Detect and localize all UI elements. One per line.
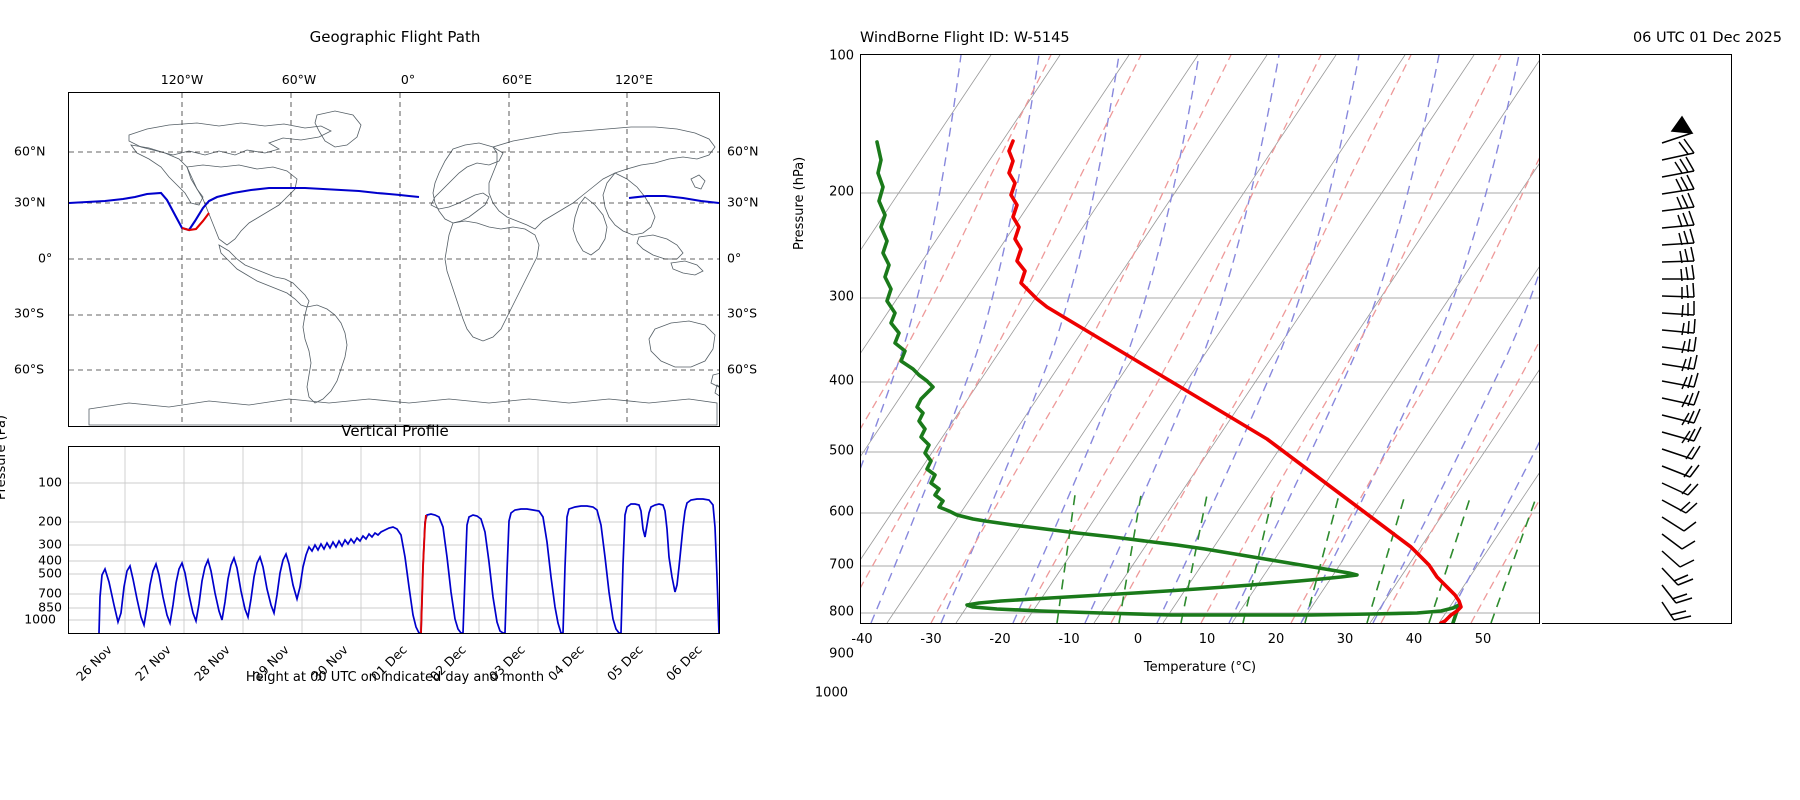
vp-ytick-1: 200 — [38, 513, 62, 529]
vertical-profile-panel: Vertical Profile Pressure (Pa) 100 200 3… — [0, 415, 790, 800]
skewt-valid-time: 06 UTC 01 Dec 2025 — [1632, 30, 1782, 46]
skewt-plot-area — [860, 54, 1540, 624]
vertical-profile-title: Vertical Profile — [341, 422, 449, 440]
skewt-ttick-0: -40 — [851, 632, 873, 647]
skewt-xlabel: Temperature (°C) — [1143, 660, 1257, 675]
map-lat-tick-left-3: 30°S — [14, 305, 45, 321]
skewt-ptick-2: 300 — [829, 289, 854, 305]
skewt-dry-adiabats — [861, 55, 1539, 623]
vertical-profile-xlabel: Height at 00 UTC on indicated day and mo… — [245, 670, 545, 685]
skewt-flight-id: WindBorne Flight ID: W-5145 — [860, 30, 1070, 46]
skewt-panel: WindBorne Flight ID: W-5145 06 UTC 01 De… — [792, 20, 1800, 800]
map-plot-area — [68, 92, 720, 427]
vp-ytick-3: 400 — [38, 552, 62, 568]
wind-barbs-svg — [1661, 115, 1702, 621]
skewt-ptick-5: 600 — [829, 504, 854, 520]
map-lon-tick-top-2: 0° — [400, 72, 416, 87]
skewt-ttick-2: -20 — [989, 632, 1011, 647]
map-lat-tick-left-1: 30°N — [14, 194, 46, 210]
map-title: Geographic Flight Path — [309, 28, 481, 46]
map-graticule — [69, 93, 719, 426]
skewt-ttick-5: 10 — [1198, 632, 1216, 647]
skewt-ttick-6: 20 — [1267, 632, 1285, 647]
map-lat-tick-right-2: 0° — [727, 250, 742, 266]
skewt-ptick-8: 900 — [829, 646, 854, 662]
skewt-ttick-9: 50 — [1474, 632, 1492, 647]
skewt-moist-adiabats — [861, 55, 1539, 623]
map-lat-tick-left-4: 60°S — [14, 361, 45, 377]
skewt-ttick-3: -10 — [1058, 632, 1080, 647]
map-lat-tick-right-4: 60°S — [727, 361, 758, 377]
map-lon-tick-top-3: 60°E — [501, 72, 533, 87]
vertical-profile-plot-area — [68, 446, 720, 634]
map-lat-tick-left-0: 60°N — [14, 143, 46, 159]
coastlines — [88, 110, 719, 426]
flight-track-line — [69, 186, 719, 232]
vp-ytick-5: 700 — [38, 585, 62, 601]
skewt-ptick-1: 200 — [829, 184, 854, 200]
skewt-wind-barb-column — [1542, 54, 1732, 624]
flight-track-recent — [181, 212, 210, 232]
skewt-ttick-8: 40 — [1405, 632, 1423, 647]
skewt-dewpoint-profile — [875, 140, 1461, 623]
vp-ytick-2: 300 — [38, 536, 62, 552]
world-map-svg — [69, 93, 719, 426]
skewt-ptick-3: 400 — [829, 373, 854, 389]
skewt-ptick-0: 100 — [829, 48, 854, 64]
skewt-svg — [861, 55, 1539, 623]
skewt-ylabel: Pressure (hPa) — [792, 156, 807, 250]
vertical-profile-svg — [69, 447, 719, 633]
map-lon-tick-top-1: 60°W — [281, 72, 317, 87]
skewt-ptick-7: 800 — [829, 604, 854, 620]
vp-gridlines — [69, 447, 719, 633]
vp-recent-trace — [420, 514, 427, 633]
map-lat-tick-right-1: 30°N — [727, 194, 759, 210]
geographic-flight-path-panel: Geographic Flight Path 120°W 60°W 0° 60°… — [0, 20, 790, 430]
skewt-mixing-ratio-lines — [1056, 494, 1538, 623]
map-lon-tick-top-0: 120°W — [160, 72, 204, 87]
skewt-ttick-7: 30 — [1336, 632, 1354, 647]
map-lat-tick-right-3: 30°S — [727, 305, 758, 321]
skewt-ptick-4: 500 — [829, 443, 854, 459]
skewt-ptick-9: 1000 — [814, 685, 848, 701]
skewt-ptick-6: 700 — [829, 557, 854, 573]
map-lat-tick-left-2: 0° — [38, 250, 53, 266]
vp-ytick-7: 1000 — [24, 611, 56, 627]
skewt-ttick-1: -30 — [920, 632, 942, 647]
map-lon-tick-top-4: 120°E — [614, 72, 654, 87]
skewt-ttick-4: 0 — [1133, 632, 1143, 647]
vp-ytick-6: 850 — [38, 599, 62, 615]
skewt-temperature-profile — [1007, 139, 1463, 623]
vertical-profile-ylabel: Pressure (Pa) — [0, 414, 9, 500]
vp-ytick-4: 500 — [38, 565, 62, 581]
vp-altitude-trace — [98, 498, 719, 633]
map-lat-tick-right-0: 60°N — [727, 143, 759, 159]
vp-ytick-0: 100 — [38, 474, 62, 490]
